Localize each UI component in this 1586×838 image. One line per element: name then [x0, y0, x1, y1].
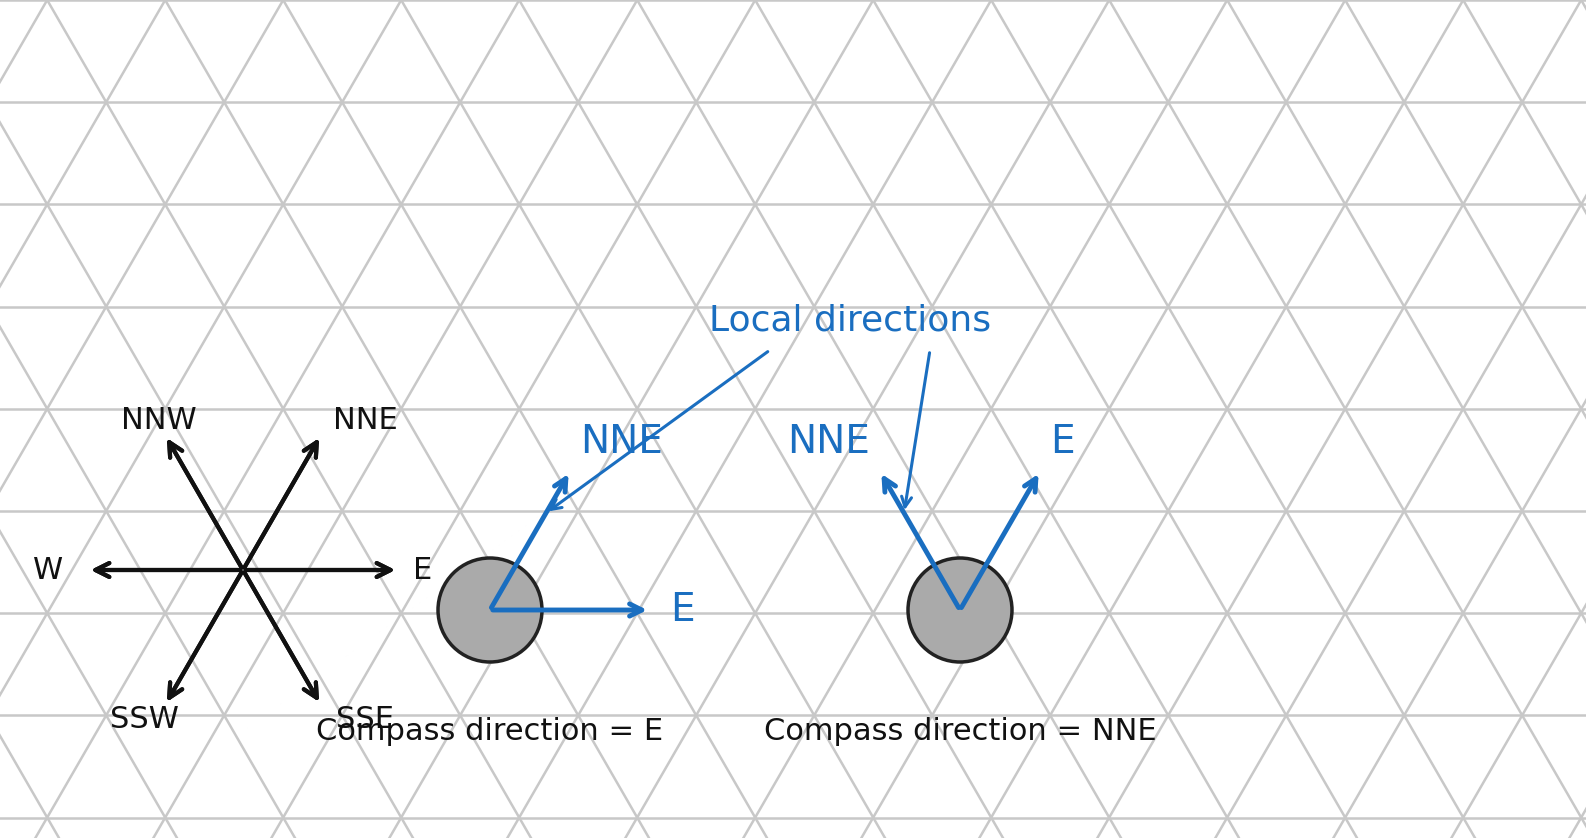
Text: E: E [412, 556, 433, 584]
Text: NNE: NNE [580, 423, 663, 462]
Text: NNE: NNE [333, 406, 396, 435]
Text: SSE: SSE [336, 705, 393, 734]
Circle shape [909, 558, 1012, 662]
Text: E: E [669, 591, 695, 629]
Text: Local directions: Local directions [709, 303, 991, 337]
Text: E: E [1050, 423, 1075, 462]
Text: NNW: NNW [121, 406, 197, 435]
Circle shape [438, 558, 542, 662]
Text: Compass direction = NNE: Compass direction = NNE [764, 717, 1156, 746]
Text: Compass direction = E: Compass direction = E [317, 717, 663, 746]
Text: W: W [33, 556, 63, 584]
Text: NNE: NNE [787, 423, 871, 462]
Text: SSW: SSW [111, 705, 179, 734]
